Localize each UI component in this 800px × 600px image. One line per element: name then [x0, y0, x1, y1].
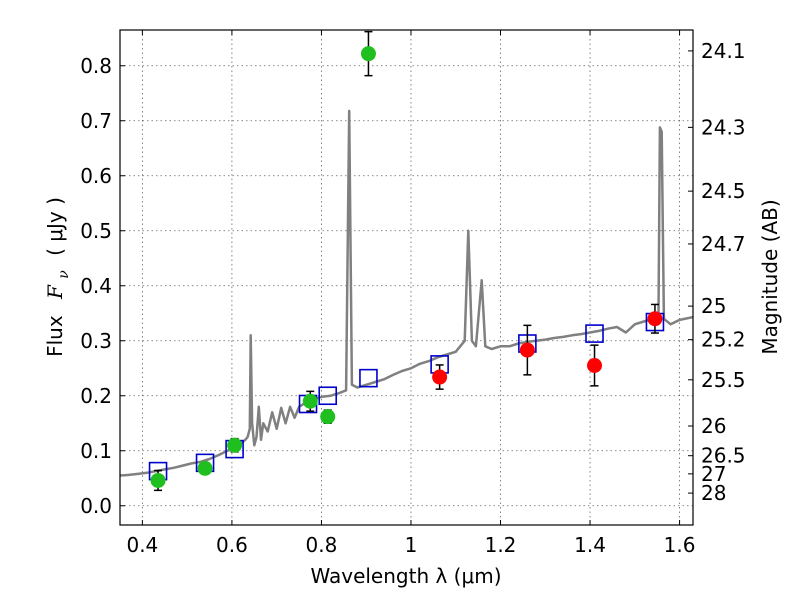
model-photometry-square	[318, 386, 338, 406]
y2-tick-label: 25.5	[701, 368, 746, 392]
tick-layer: 0.4 0.6 0.8 1 1.2 1.4 1.6 0.0 0.1 0.2 0.3 0.4 0.5 0.6…	[80, 30, 746, 557]
y-tick-label: 0.8	[80, 54, 112, 78]
y2-tick-label: 24.1	[701, 39, 746, 63]
x-axis-title: Wavelength λ (μm)	[310, 564, 501, 588]
y2-tick-label: 28	[701, 481, 726, 505]
y-tick-label: 0.4	[80, 274, 112, 298]
model-sed-line	[120, 109, 693, 477]
y-tick-label: 0.1	[80, 439, 112, 463]
x-tick-label: 0.6	[216, 533, 248, 557]
y2-tick-label: 24.7	[701, 232, 746, 256]
x-tick-label: 1.2	[485, 533, 517, 557]
observed-point	[227, 437, 243, 453]
y-tick-label: 0.5	[80, 219, 112, 243]
y-tick-label: 0.3	[80, 329, 112, 353]
observed-point	[587, 358, 603, 373]
y-tick-label: 0.2	[80, 384, 112, 408]
y2-tick-label: 27	[701, 462, 726, 486]
observed-point	[360, 46, 376, 62]
x-tick-label: 1.6	[664, 533, 696, 557]
y2-tick-label: 25.2	[701, 328, 746, 352]
y-axis-title-prefix: Flux	[43, 315, 67, 357]
y-axis-title-subscript: ν	[56, 270, 72, 279]
grid-layer	[120, 30, 693, 525]
plot-frame	[119, 29, 694, 526]
x-tick-label: 1	[405, 533, 418, 557]
y-tick-label: 0.0	[80, 494, 112, 518]
x-tick-label: 0.8	[306, 533, 338, 557]
y-axis-title-unit: ( μJy )	[43, 197, 67, 256]
y-axis-title-symbol: F	[43, 284, 67, 300]
model-photometry-square	[585, 324, 604, 343]
observed-point	[197, 460, 213, 476]
series-group	[120, 30, 693, 492]
x-tick-label: 1.4	[574, 533, 606, 557]
y2-tick-label: 24.5	[701, 179, 746, 203]
observed-point	[647, 311, 663, 327]
y-tick-label: 0.6	[80, 164, 112, 188]
observed-point	[320, 409, 336, 425]
observed-point	[302, 393, 318, 409]
data-layer	[120, 30, 693, 492]
y-axis-title: Flux F ν ( μJy )	[43, 197, 73, 357]
y2-tick-label: 26	[701, 414, 726, 438]
y2-tick-label: 25	[701, 294, 726, 318]
y-tick-label: 0.7	[80, 109, 112, 133]
model-photometry-square	[359, 368, 378, 388]
x-tick-label: 0.4	[126, 533, 158, 557]
observed-point	[150, 472, 166, 488]
observed-point	[432, 369, 448, 385]
y2-axis-title: Magnitude (AB)	[758, 199, 782, 354]
y2-tick-label: 26.5	[701, 444, 746, 468]
y2-tick-label: 24.3	[701, 115, 746, 139]
observed-point	[519, 342, 535, 358]
